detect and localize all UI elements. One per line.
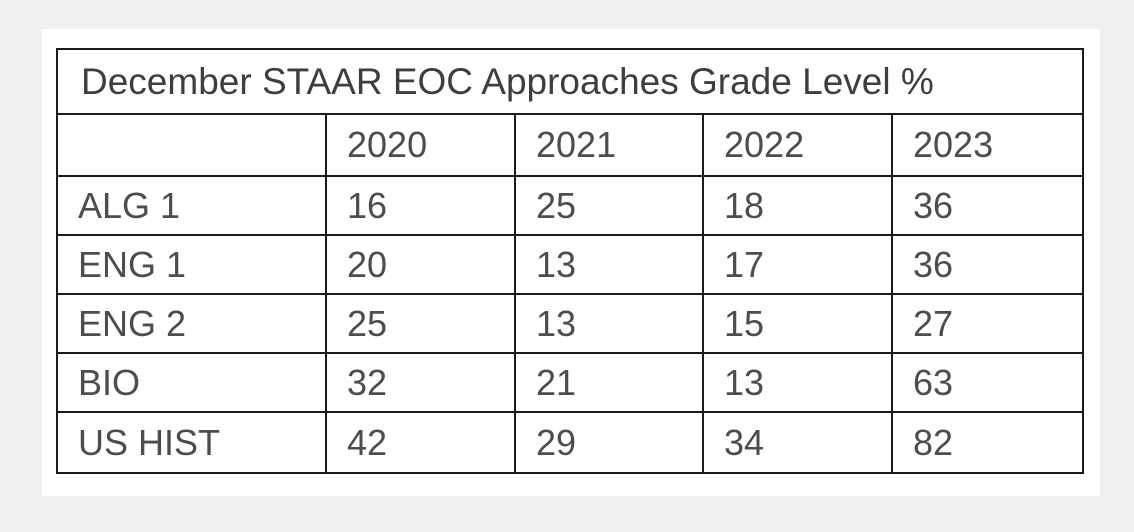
table-cell: 25	[514, 175, 704, 236]
row-label: ALG 1	[56, 175, 327, 236]
corner-cell	[56, 113, 327, 177]
table-cell: 63	[890, 352, 1085, 413]
column-header: 2022	[702, 113, 893, 177]
table-cell: 25	[325, 293, 516, 354]
table-row: US HIST 42 29 34 82	[56, 411, 1085, 474]
table-row: ALG 1 16 25 18 36	[56, 175, 1085, 236]
table-title: December STAAR EOC Approaches Grade Leve…	[55, 48, 1085, 115]
table-cell: 42	[325, 411, 516, 474]
column-header: 2021	[514, 113, 704, 177]
staar-eoc-table: December STAAR EOC Approaches Grade Leve…	[55, 48, 1085, 474]
table-cell: 36	[890, 175, 1085, 236]
column-header: 2020	[325, 113, 516, 177]
row-label: US HIST	[56, 411, 327, 474]
row-label: ENG 2	[56, 293, 327, 354]
table-cell: 13	[514, 234, 704, 295]
table-cell: 36	[890, 234, 1085, 295]
table-cell: 15	[702, 293, 893, 354]
title-row: December STAAR EOC Approaches Grade Leve…	[55, 48, 1085, 115]
table-cell: 32	[325, 352, 516, 413]
table-cell: 29	[514, 411, 704, 474]
table-cell: 13	[514, 293, 704, 354]
header-row: 2020 2021 2022 2023	[56, 113, 1085, 177]
table-cell: 18	[702, 175, 893, 236]
table-cell: 27	[890, 293, 1085, 354]
table-cell: 20	[325, 234, 516, 295]
table-row: ENG 2 25 13 15 27	[56, 293, 1085, 354]
table-row: ENG 1 20 13 17 36	[56, 234, 1085, 295]
row-label: BIO	[56, 352, 327, 413]
column-header: 2023	[890, 113, 1085, 177]
table-row: BIO 32 21 13 63	[56, 352, 1085, 413]
table-cell: 16	[325, 175, 516, 236]
table-cell: 21	[514, 352, 704, 413]
table-cell: 34	[702, 411, 893, 474]
table-cell: 13	[702, 352, 893, 413]
row-label: ENG 1	[56, 234, 327, 295]
table-cell: 82	[890, 411, 1085, 474]
table-cell: 17	[702, 234, 893, 295]
